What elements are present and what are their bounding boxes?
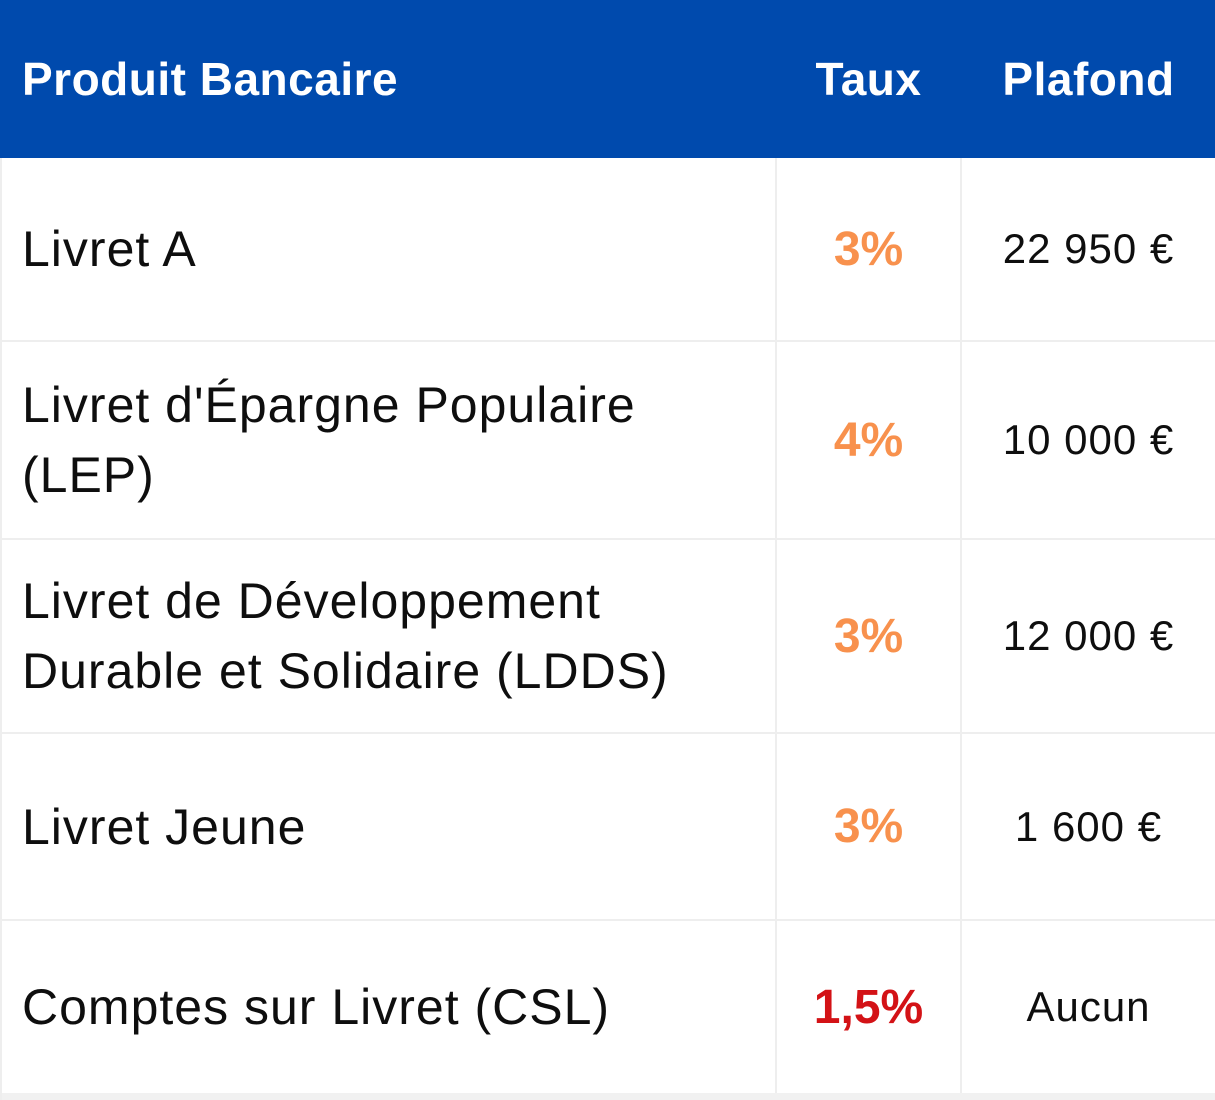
table-header-row: Produit Bancaire Taux Plafond xyxy=(0,0,1215,158)
taux-value: 3% xyxy=(777,158,960,340)
product-name: Livret d'Épargne Populaire (LEP) xyxy=(2,342,775,538)
header-plafond: Plafond xyxy=(1002,53,1175,105)
taux-value: 1,5% xyxy=(777,921,960,1093)
header-taux: Taux xyxy=(815,53,922,105)
taux-value: 3% xyxy=(777,734,960,919)
plafond-value: 1 600 € xyxy=(962,734,1215,919)
table-row: Livret A 3% 22 950 € xyxy=(2,158,1215,340)
table-bottom-border xyxy=(0,1093,1215,1100)
product-name: Livret A xyxy=(2,158,775,340)
table-row: Livret de Développement Durable et Solid… xyxy=(2,540,1215,732)
table-body: Livret A 3% 22 950 € Livret d'Épargne Popul… xyxy=(0,158,1215,1093)
plafond-value: 10 000 € xyxy=(962,342,1215,538)
product-name: Comptes sur Livret (CSL) xyxy=(2,921,775,1093)
product-name: Livret de Développement Durable et Solid… xyxy=(2,540,775,732)
plafond-value: Aucun xyxy=(962,921,1215,1093)
table-row: Livret Jeune 3% 1 600 € xyxy=(2,734,1215,919)
plafond-value: 22 950 € xyxy=(962,158,1215,340)
taux-value: 3% xyxy=(777,540,960,732)
plafond-value: 12 000 € xyxy=(962,540,1215,732)
table-row: Livret d'Épargne Populaire (LEP) 4% 10 000… xyxy=(2,342,1215,538)
table-row: Comptes sur Livret (CSL) 1,5% Aucun xyxy=(2,921,1215,1093)
taux-value: 4% xyxy=(777,342,960,538)
product-name: Livret Jeune xyxy=(2,734,775,919)
header-produit-bancaire: Produit Bancaire xyxy=(22,53,399,105)
